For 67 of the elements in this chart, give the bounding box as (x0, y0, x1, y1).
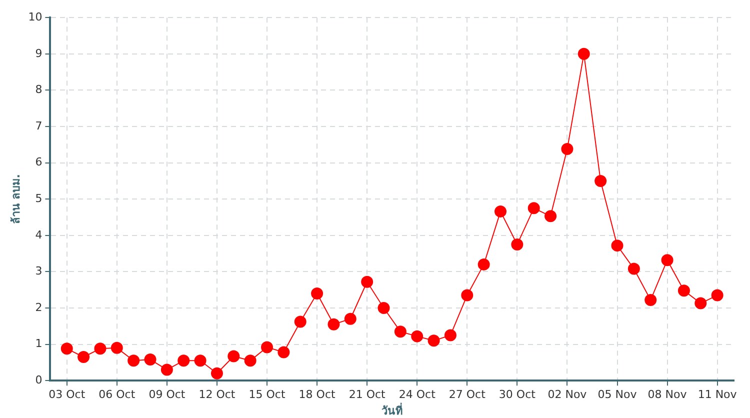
y-tick-label: 9 (35, 46, 42, 60)
y-tick-label: 0 (35, 373, 42, 386)
y-tick-label: 8 (35, 83, 42, 96)
point (394, 326, 406, 338)
point (711, 289, 724, 302)
point (578, 48, 590, 60)
point (411, 330, 424, 342)
x-tick-label: 05 Nov (598, 388, 638, 402)
x-tick-label: 15 Oct (248, 388, 286, 402)
x-tick-label: 27 Oct (448, 388, 486, 402)
x-tick-label: 08 Nov (648, 388, 688, 402)
point (644, 294, 657, 306)
point (278, 346, 290, 358)
x-tick-label: 18 Oct (298, 388, 336, 402)
y-tick-label: 10 (28, 10, 42, 24)
point (444, 329, 456, 342)
point (210, 367, 223, 380)
point (361, 276, 374, 288)
y-tick-label: 3 (35, 264, 42, 278)
point (110, 342, 123, 354)
point (344, 312, 356, 325)
point (178, 354, 190, 367)
point (478, 258, 490, 270)
x-tick-label: 06 Oct (98, 388, 136, 402)
point (160, 364, 173, 376)
y-tick-label: 2 (35, 300, 42, 314)
point (528, 202, 540, 214)
point (694, 297, 707, 310)
point (611, 240, 624, 252)
point (144, 354, 156, 366)
y-tick-label: 4 (35, 228, 42, 242)
y-axis-title: ล้าน ลบม. (9, 174, 22, 224)
point (78, 351, 90, 364)
y-tick-label: 6 (35, 156, 42, 169)
point (678, 284, 690, 297)
point (428, 334, 440, 347)
point (594, 174, 607, 187)
x-tick-label: 11 Nov (698, 388, 738, 402)
point (244, 354, 256, 367)
point (628, 262, 640, 275)
point (328, 318, 340, 330)
x-tick-label: 30 Oct (498, 388, 536, 402)
y-tick-label: 1 (35, 337, 42, 350)
point (461, 289, 474, 302)
point (294, 316, 306, 328)
x-tick-label: 24 Oct (398, 388, 436, 402)
x-tick-label: 21 Oct (348, 388, 386, 402)
x-tick-label: 02 Nov (548, 388, 588, 402)
point (94, 342, 106, 355)
point (561, 143, 574, 156)
point (511, 238, 524, 250)
x-axis-title: วันที่ (382, 402, 403, 418)
point (60, 342, 73, 355)
point (128, 354, 140, 367)
point (494, 205, 507, 218)
x-tick-label: 12 Oct (198, 388, 236, 402)
point (194, 354, 206, 367)
point (661, 254, 674, 266)
point (544, 210, 557, 222)
y-tick-label: 7 (35, 119, 42, 132)
x-tick-label: 09 Oct (148, 388, 186, 402)
point (261, 341, 274, 354)
x-tick-label: 03 Oct (48, 388, 86, 402)
point (311, 287, 324, 300)
y-tick-label: 5 (35, 192, 42, 205)
point (378, 302, 390, 314)
point (228, 350, 240, 362)
